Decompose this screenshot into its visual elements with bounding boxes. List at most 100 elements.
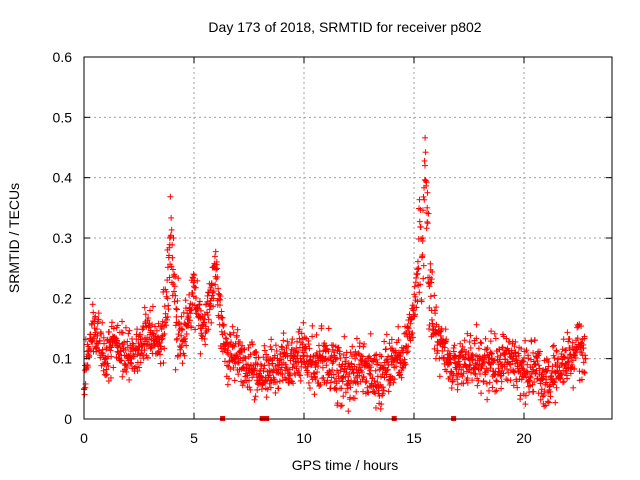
- data-point: [411, 283, 418, 290]
- data-point: [385, 353, 392, 360]
- data-point: [235, 371, 242, 378]
- data-point: [498, 385, 505, 392]
- data-point: [172, 322, 179, 329]
- data-point: [479, 362, 486, 369]
- data-point: [273, 378, 280, 385]
- data-point: [405, 328, 412, 335]
- series-point: [543, 373, 549, 380]
- data-point: [488, 328, 495, 335]
- data-point: [304, 363, 311, 370]
- series-point: [158, 343, 164, 350]
- data-point: [341, 365, 348, 372]
- series-point: [290, 355, 296, 362]
- data-point: [491, 330, 498, 337]
- data-point: [295, 328, 302, 335]
- series-point: [197, 325, 204, 332]
- axis-ticks: 0 0.1 0.2 0.3 0.4 0.5 0.6 0 5 10 15 20: [53, 49, 612, 446]
- data-point: [477, 370, 483, 377]
- series-point: [191, 283, 197, 290]
- data-point: [87, 347, 94, 354]
- data-point: [551, 379, 558, 386]
- data-point: [249, 341, 256, 348]
- data-point: [284, 338, 291, 345]
- data-point: [173, 305, 180, 312]
- data-point: [424, 220, 431, 227]
- data-point: [428, 276, 435, 283]
- data-point: [214, 274, 221, 281]
- data-point: [300, 319, 307, 326]
- data-point: [296, 335, 303, 342]
- data-point: [261, 379, 268, 386]
- y-tick-label: 0.1: [53, 351, 73, 367]
- data-point: [249, 374, 256, 381]
- data-point: [212, 248, 219, 255]
- series-point: [301, 349, 307, 356]
- data-point: [524, 361, 531, 368]
- data-point: [409, 330, 416, 337]
- data-point: [523, 347, 530, 354]
- data-point: [294, 338, 301, 345]
- data-point: [212, 281, 219, 288]
- data-point: [431, 345, 438, 352]
- data-point: [163, 322, 170, 329]
- data-point: [365, 389, 372, 396]
- series-point: [532, 361, 538, 368]
- data-point: [230, 364, 237, 371]
- y-tick-label: 0.5: [53, 109, 73, 125]
- data-point: [488, 351, 495, 358]
- data-point: [499, 344, 506, 351]
- data-point: [231, 343, 238, 350]
- data-point: [141, 304, 148, 311]
- data-point: [272, 389, 279, 396]
- data-point: [192, 326, 199, 333]
- data-point: [142, 311, 149, 318]
- data-point: [561, 354, 568, 361]
- data-point: [161, 345, 168, 352]
- data-point: [272, 342, 279, 349]
- data-point: [189, 301, 196, 308]
- data-point: [188, 324, 195, 331]
- data-point: [371, 378, 378, 385]
- data-point: [171, 298, 178, 305]
- data-point: [88, 321, 95, 328]
- data-point: [201, 335, 208, 342]
- data-point: [552, 399, 559, 406]
- data-point: [246, 384, 253, 391]
- data-point: [570, 384, 577, 391]
- data-point: [380, 387, 387, 394]
- data-point: [126, 376, 133, 383]
- data-point: [493, 377, 500, 384]
- data-point: [519, 357, 526, 364]
- data-point: [451, 359, 458, 366]
- data-point: [546, 382, 553, 389]
- data-point: [167, 193, 174, 200]
- data-point: [483, 380, 490, 387]
- data-point: [566, 335, 573, 342]
- data-point: [286, 372, 293, 379]
- data-point: [209, 282, 216, 289]
- data-point: [460, 370, 467, 377]
- data-point: [278, 343, 285, 350]
- data-point: [190, 271, 197, 278]
- data-point: [469, 351, 476, 358]
- series-point: [180, 337, 186, 344]
- data-point: [352, 355, 359, 362]
- data-point: [333, 386, 340, 393]
- data-point: [328, 374, 335, 381]
- data-point: [178, 343, 185, 350]
- data-point: [450, 348, 457, 355]
- data-point: [376, 392, 383, 399]
- data-point: [95, 316, 102, 323]
- data-point: [311, 391, 318, 398]
- data-point: [108, 344, 115, 351]
- data-point: [414, 258, 421, 265]
- data-point: [182, 297, 189, 304]
- data-point: [416, 218, 423, 225]
- data-point: [461, 337, 468, 344]
- series-point: [400, 349, 406, 356]
- data-point: [269, 360, 276, 367]
- data-point: [282, 376, 289, 383]
- y-tick-label: 0.2: [53, 290, 73, 306]
- data-point: [157, 351, 164, 358]
- data-point: [511, 343, 518, 350]
